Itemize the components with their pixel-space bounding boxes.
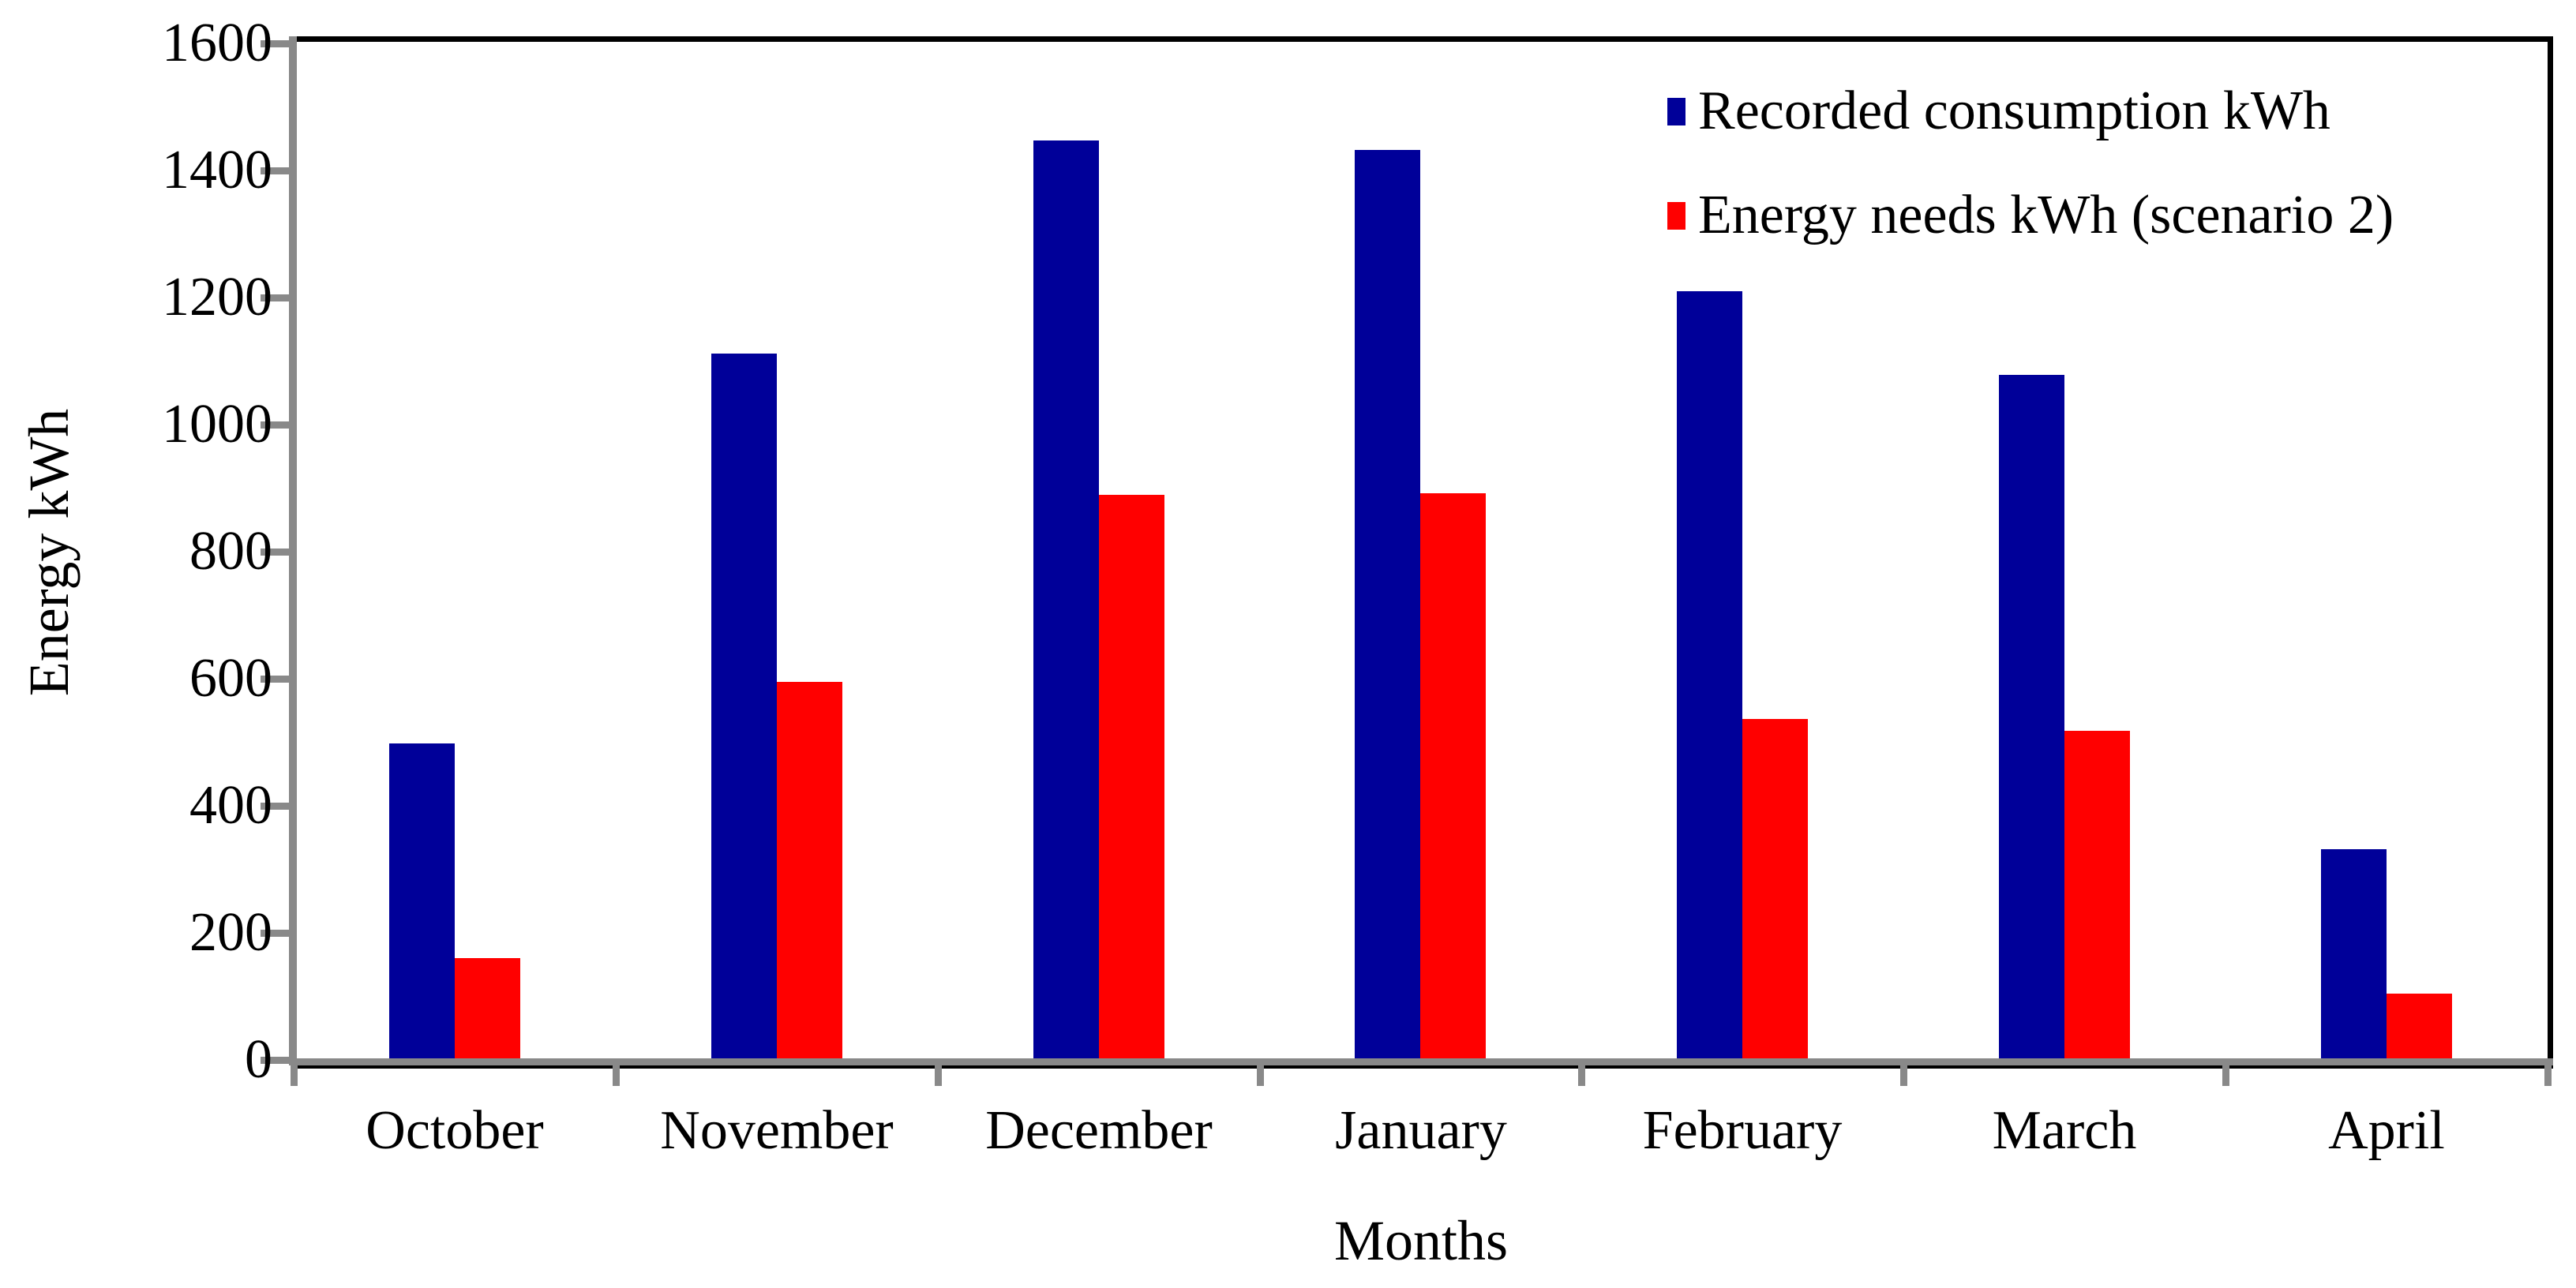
- bar-s1-january: [1355, 150, 1420, 1060]
- legend-item: Energy needs kWh (scenario 2): [1667, 182, 2394, 249]
- x-tick: [1578, 1065, 1585, 1086]
- bar-s1-april: [2321, 849, 2387, 1060]
- legend-item: Recorded consumption kWh: [1667, 78, 2330, 144]
- x-tick: [291, 1065, 298, 1086]
- bar-s1-november: [711, 354, 777, 1060]
- y-tick-label: 400: [189, 775, 272, 836]
- y-tick-label: 1000: [162, 394, 272, 455]
- bar-s2-december: [1099, 495, 1164, 1060]
- x-tick: [2544, 1065, 2552, 1086]
- y-tick: [261, 294, 294, 301]
- bar-s2-february: [1742, 719, 1808, 1060]
- bar-s2-november: [777, 682, 842, 1060]
- y-tick-label: 200: [189, 902, 272, 963]
- x-category-label: November: [660, 1100, 894, 1161]
- bar-s2-april: [2387, 994, 2452, 1060]
- bar-s2-march: [2064, 731, 2130, 1060]
- x-tick: [613, 1065, 620, 1086]
- x-tick: [2222, 1065, 2229, 1086]
- x-category-label: October: [366, 1100, 544, 1161]
- bar-s2-january: [1420, 493, 1486, 1060]
- bar-s2-october: [455, 958, 520, 1060]
- bar-s1-february: [1677, 291, 1742, 1060]
- x-axis-line: [289, 1058, 2553, 1065]
- x-category-label: December: [985, 1100, 1213, 1161]
- bar-s1-march: [1999, 375, 2064, 1060]
- y-tick-label: 800: [189, 521, 272, 582]
- x-category-label: March: [1992, 1100, 2137, 1161]
- y-tick: [261, 803, 294, 810]
- x-category-label: April: [2328, 1100, 2445, 1161]
- y-tick: [261, 549, 294, 556]
- plot-frame-bottom: [291, 1065, 2553, 1069]
- legend-label: Recorded consumption kWh: [1698, 80, 2330, 141]
- y-tick: [261, 930, 294, 937]
- y-tick: [261, 421, 294, 429]
- bar-s1-december: [1033, 140, 1099, 1060]
- y-tick-label: 600: [189, 648, 272, 709]
- plot-frame-top: [291, 36, 2553, 42]
- y-tick: [261, 1057, 294, 1064]
- x-tick: [1900, 1065, 1907, 1086]
- legend-label: Energy needs kWh (scenario 2): [1698, 185, 2394, 245]
- y-tick-label: 1600: [162, 13, 272, 73]
- bar-s1-october: [389, 743, 455, 1060]
- x-category-label: February: [1642, 1100, 1843, 1161]
- y-tick: [261, 40, 294, 47]
- y-tick-label: 1200: [162, 267, 272, 328]
- legend-swatch: [1667, 97, 1685, 125]
- legend-swatch: [1667, 201, 1685, 230]
- x-category-label: January: [1335, 1100, 1507, 1161]
- y-tick-label: 0: [245, 1029, 272, 1090]
- x-tick: [1257, 1065, 1264, 1086]
- x-axis-title: Months: [1333, 1209, 1509, 1272]
- y-tick: [261, 167, 294, 174]
- plot-frame-right: [2548, 36, 2553, 1068]
- y-tick: [261, 676, 294, 683]
- y-tick-label: 1400: [162, 140, 272, 200]
- x-tick: [935, 1065, 942, 1086]
